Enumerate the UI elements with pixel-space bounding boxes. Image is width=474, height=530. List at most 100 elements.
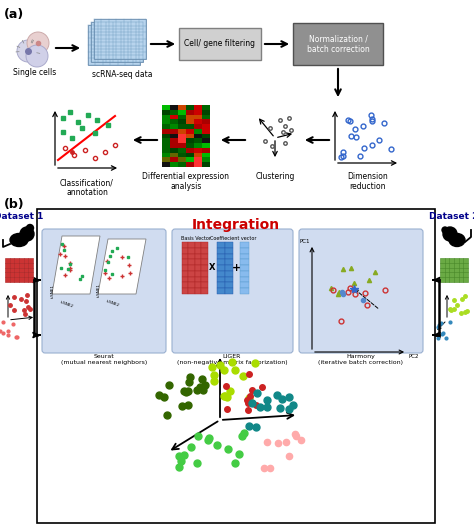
Bar [186,134,194,138]
Bar [440,277,445,282]
Bar [440,258,445,263]
Bar [201,282,208,288]
Bar [217,277,225,282]
Bar [202,110,210,114]
Bar [463,263,468,268]
Bar [202,153,210,157]
Bar [459,263,463,268]
Circle shape [26,45,48,67]
Bar [182,271,189,277]
Bar [5,258,9,263]
Bar [459,272,463,277]
Bar [162,138,170,143]
Bar [178,110,186,114]
Bar [24,263,28,268]
Bar [24,268,28,272]
Bar [195,282,201,288]
Text: Differential expression
analysis: Differential expression analysis [143,172,229,191]
Bar [189,265,195,271]
Bar [28,272,33,277]
Polygon shape [98,239,146,294]
Bar [189,259,195,265]
Bar [240,248,249,253]
Bar [14,272,19,277]
Bar [240,253,249,259]
Bar [186,148,194,153]
Bar [170,143,178,148]
Text: PC1: PC1 [300,239,310,244]
Bar [445,272,449,277]
Bar [201,265,208,271]
Text: t-SNE2: t-SNE2 [106,299,120,307]
Bar [178,114,186,119]
Bar [9,277,14,282]
Bar [28,258,33,263]
Bar [182,248,189,253]
Bar [194,138,202,143]
Bar [28,277,33,282]
Bar [9,268,14,272]
Bar [194,143,202,148]
Bar [178,153,186,157]
Bar [463,268,468,272]
Bar [186,143,194,148]
Bar [5,277,9,282]
Bar [170,124,178,129]
Bar [182,253,189,259]
Bar [186,129,194,134]
Bar [178,119,186,124]
Bar [186,153,194,157]
Bar [202,114,210,119]
Bar [194,110,202,114]
Bar [225,282,233,288]
Bar [5,268,9,272]
Bar [178,134,186,138]
Bar [445,268,449,272]
Bar [189,288,195,294]
Circle shape [17,40,39,62]
Bar [178,148,186,153]
Bar [217,265,225,271]
Bar [449,268,454,272]
Bar [194,134,202,138]
Bar [240,242,249,248]
Text: Basis Vector: Basis Vector [181,236,211,241]
Bar [19,263,24,268]
Text: (b): (b) [4,198,25,211]
Bar [170,162,178,167]
Bar [170,110,178,114]
Bar [28,268,33,272]
Circle shape [27,32,49,54]
Polygon shape [52,236,100,294]
Circle shape [27,225,34,232]
Bar [194,162,202,167]
Bar [178,124,186,129]
Bar [186,105,194,110]
Bar [5,263,9,268]
FancyBboxPatch shape [299,229,423,353]
Bar [194,105,202,110]
Bar [162,114,170,119]
FancyBboxPatch shape [37,209,435,523]
Bar [162,148,170,153]
Bar [454,277,459,282]
Bar [240,265,249,271]
Bar [202,162,210,167]
Bar [459,268,463,272]
Bar [202,129,210,134]
Text: t-SNE1: t-SNE1 [51,284,55,298]
Bar [170,129,178,134]
Bar [202,148,210,153]
Bar [217,282,225,288]
Text: LIGER
(non-negative matrix factorization): LIGER (non-negative matrix factorization… [177,354,287,365]
Bar [459,258,463,263]
Bar [162,119,170,124]
Bar [240,282,249,288]
Text: +: + [232,263,242,273]
Bar [194,119,202,124]
Bar [195,248,201,253]
Bar [449,263,454,268]
Text: t-SNE1: t-SNE1 [97,283,101,297]
Bar [225,259,233,265]
Bar [201,242,208,248]
